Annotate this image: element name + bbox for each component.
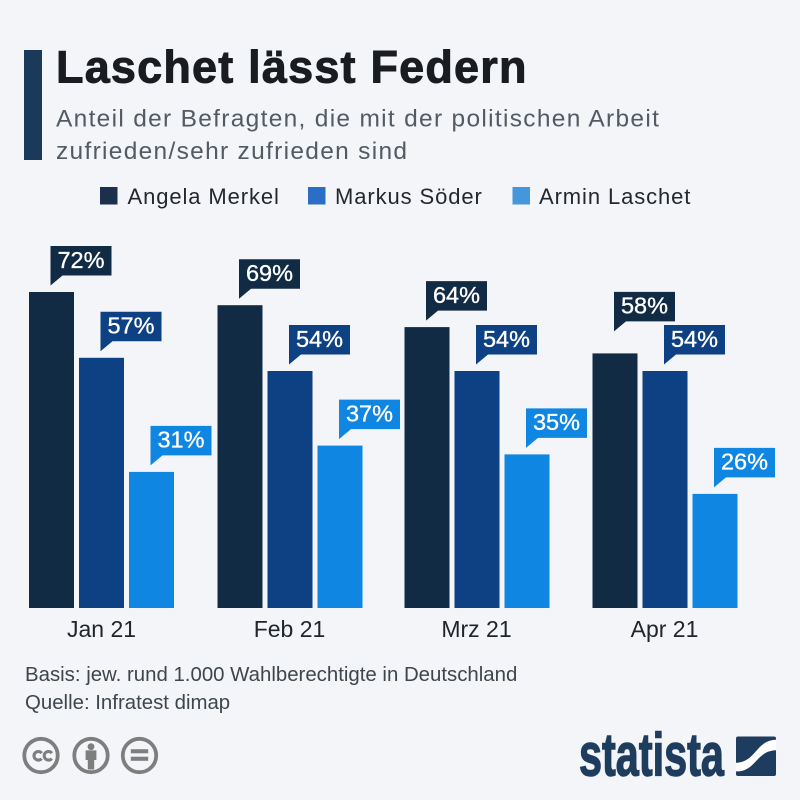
svg-text:zufrieden/sehr zufrieden sind: zufrieden/sehr zufrieden sind <box>56 138 408 165</box>
svg-text:35%: 35% <box>533 409 580 435</box>
svg-text:Laschet lässt Federn: Laschet lässt Federn <box>56 42 528 93</box>
svg-text:69%: 69% <box>246 260 293 286</box>
svg-text:54%: 54% <box>483 326 530 352</box>
svg-text:Feb 21: Feb 21 <box>254 616 326 642</box>
svg-text:57%: 57% <box>107 313 154 339</box>
svg-text:Mrz 21: Mrz 21 <box>441 616 511 642</box>
svg-text:Markus Söder: Markus Söder <box>335 184 483 209</box>
svg-text:Angela Merkel: Angela Merkel <box>128 184 280 209</box>
svg-text:Armin Laschet: Armin Laschet <box>539 184 691 209</box>
svg-text:72%: 72% <box>57 247 104 273</box>
svg-text:37%: 37% <box>346 400 393 426</box>
svg-text:54%: 54% <box>671 326 718 352</box>
svg-text:Quelle: Infratest dimap: Quelle: Infratest dimap <box>25 692 230 714</box>
svg-text:31%: 31% <box>157 427 204 453</box>
svg-text:Basis: jew. rund 1.000 Wahlber: Basis: jew. rund 1.000 Wahlberechtigte i… <box>25 664 517 686</box>
svg-text:Anteil der Befragten, die mit: Anteil der Befragten, die mit der politi… <box>56 106 660 133</box>
svg-text:Apr 21: Apr 21 <box>631 616 699 642</box>
svg-text:26%: 26% <box>721 449 768 475</box>
svg-text:statista: statista <box>579 721 724 789</box>
svg-text:Jan 21: Jan 21 <box>67 616 136 642</box>
svg-text:64%: 64% <box>433 282 480 308</box>
svg-text:58%: 58% <box>621 293 668 319</box>
svg-text:54%: 54% <box>296 326 343 352</box>
